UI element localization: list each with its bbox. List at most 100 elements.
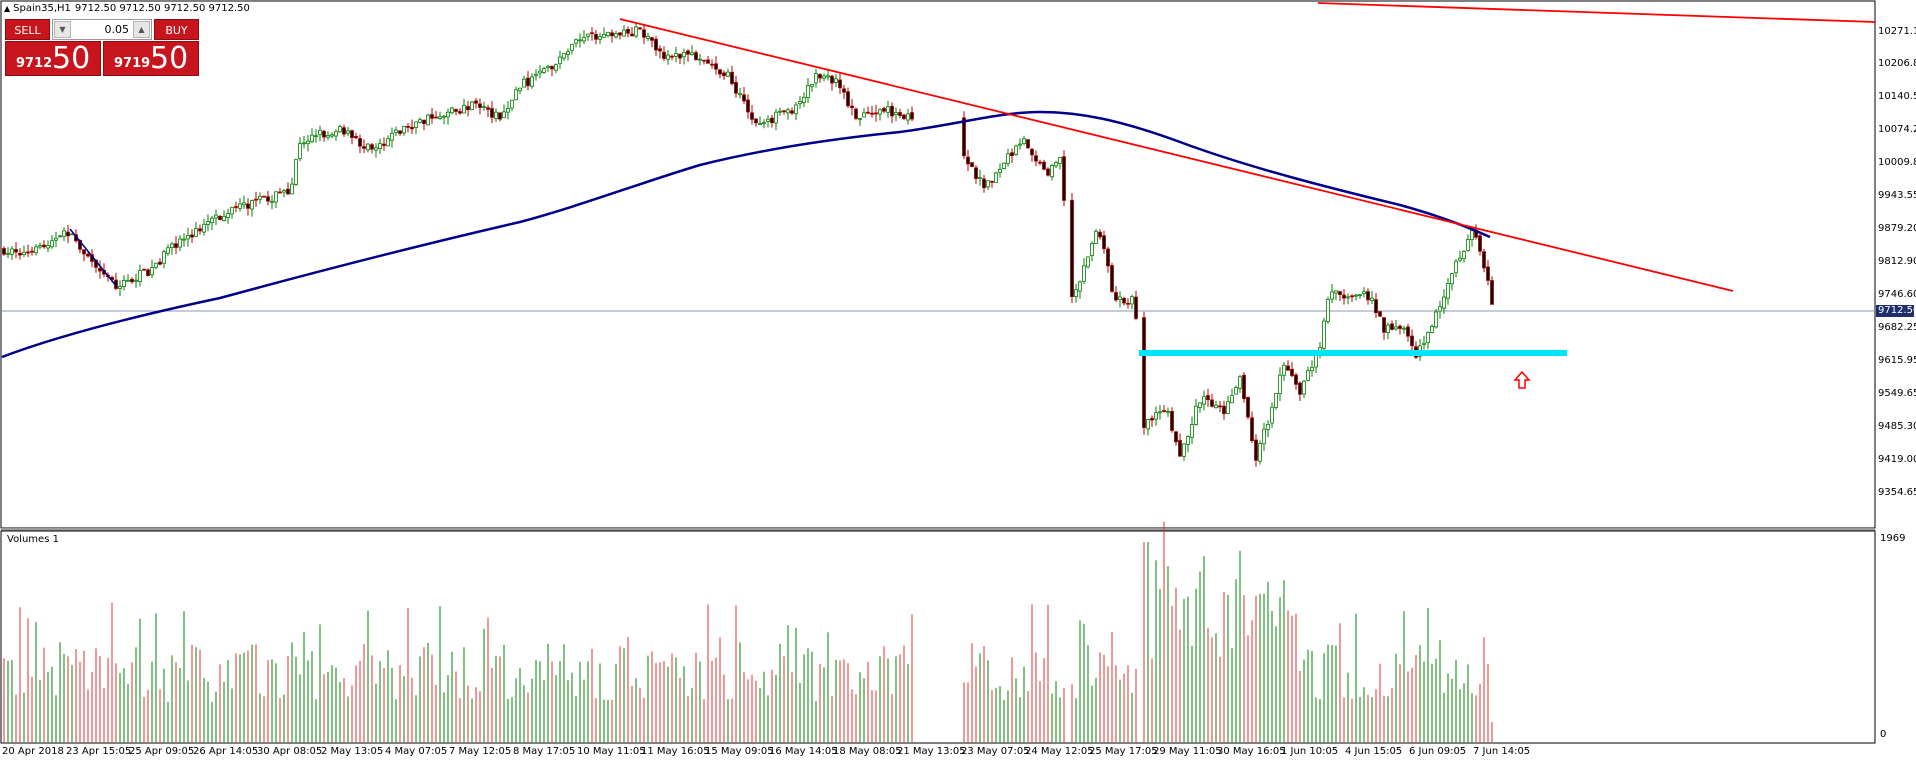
candle-body [298,143,302,159]
candle-body [430,114,434,119]
time-tick: 25 Apr 09:05 [129,746,195,757]
buy-price-pips: 50 [150,41,189,76]
candle-body [358,138,362,147]
arrow-up-icon[interactable] [1513,370,1531,389]
time-tick: 6 Jun 09:05 [1409,746,1467,757]
candle-body [582,37,586,42]
candle-body [758,123,762,125]
candle-body [1338,291,1342,295]
candle-body [1222,405,1226,415]
candle-body [1438,306,1442,312]
candle-body [1154,412,1158,420]
candle-body [1098,231,1102,238]
candle-body [1134,296,1138,319]
candle-body [1378,311,1382,317]
price-tick: 10271.15 [1878,26,1916,37]
buy-price-button[interactable]: 9719 50 [103,41,199,76]
candle-body [6,252,10,255]
time-tick: 1 Jun 10:05 [1281,746,1339,757]
candle-body [1246,396,1250,418]
time-tick: 18 May 08:05 [833,746,902,757]
candle-body [1002,162,1006,170]
candle-body [838,79,842,89]
candle-body [1010,152,1014,156]
candle-body [598,36,602,40]
symbol-header: ▲ Spain35,H1 9712.50 9712.50 9712.50 9712.… [4,3,254,15]
candle-body [1058,156,1062,164]
buy-button[interactable]: BUY [154,19,199,40]
candle-body [202,223,206,233]
candle-body [1294,374,1298,385]
candle-body [1262,428,1266,445]
candle-body [374,147,378,151]
candle-body [186,234,190,240]
candle-body [966,156,970,165]
candle-body [270,200,274,203]
candle-body [898,112,902,116]
candle-body [82,249,86,255]
candle-body [834,78,838,84]
candle-body [514,89,518,101]
lot-size-value[interactable]: 0.05 [104,23,130,36]
candle-body [62,230,66,237]
candle-body [1118,296,1122,300]
candle-body [370,144,374,150]
pane-splitter[interactable] [1,528,1875,531]
trendline-upper[interactable] [1317,2,1876,23]
lot-size-field[interactable]: ▼ 0.05 ▲ [52,19,152,40]
candle-body [26,251,30,254]
candle-body [1006,153,1010,164]
candle-body [510,99,514,109]
candle-body [238,203,242,209]
candle-body [338,126,342,133]
candle-body [362,146,366,149]
candle-body [594,33,598,40]
candle-body [1026,139,1030,149]
candle-body [474,100,478,104]
candle-body [1258,443,1262,462]
swing-line[interactable] [69,228,118,288]
triangle-up-icon[interactable]: ▲ [4,4,11,13]
candle-body [1310,366,1314,372]
candle-body [230,206,234,215]
candle-body [618,32,622,36]
sell-price-button[interactable]: 9712 50 [5,41,101,76]
candle-body [70,233,74,236]
candle-body [870,112,874,115]
candle-body [606,31,610,37]
candle-body [1486,266,1490,281]
candle-body [826,75,830,78]
candle-body [442,115,446,118]
candle-body [1390,323,1394,330]
chevron-down-icon[interactable]: ▼ [54,21,71,38]
candle-body [770,117,774,124]
candle-body [682,51,686,58]
candle-body [306,140,310,145]
moving-average-line[interactable] [1,110,1491,359]
candle-body [174,243,178,248]
candle-body [478,103,482,108]
candle-body [694,52,698,61]
candle-body [822,75,826,79]
volume-pane-frame [0,530,1876,744]
candle-body [778,110,782,113]
candle-body [1270,406,1274,424]
candle-body [378,143,382,149]
candle-body [182,238,186,241]
sell-button[interactable]: SELL [5,19,50,40]
price-tick: 9354.65 [1878,487,1916,498]
candle-body [1038,161,1042,164]
chevron-up-icon[interactable]: ▲ [133,21,150,38]
candle-body [518,87,522,92]
candle-body [46,245,50,249]
candle-body [690,52,694,55]
candle-body [814,73,818,84]
candle-body [1454,260,1458,274]
candle-body [146,269,150,276]
candle-body [198,228,202,232]
candle-body [494,111,498,119]
candle-body [706,59,710,64]
trendline-descending[interactable] [619,18,1734,292]
candle-body [274,191,278,203]
